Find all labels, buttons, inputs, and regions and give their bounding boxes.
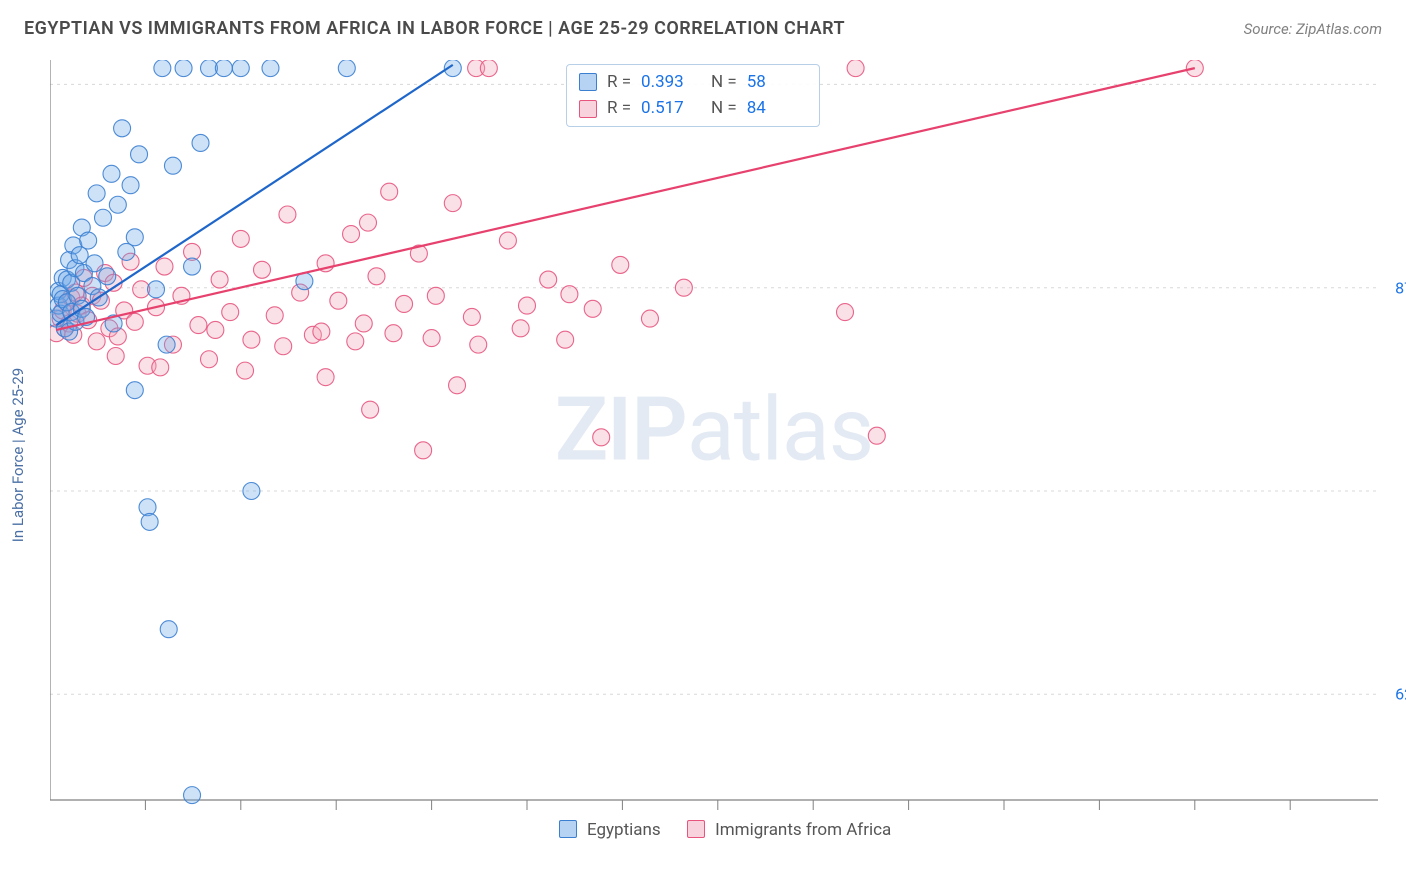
legend-swatch-egyptians (579, 73, 597, 91)
y-tick-label: 62.5% (1395, 685, 1406, 704)
legend-row-egyptians: R = 0.393 N = 58 (579, 69, 807, 95)
legend-swatch-immigrants (579, 100, 597, 118)
chart-title: EGYPTIAN VS IMMIGRANTS FROM AFRICA IN LA… (24, 18, 845, 39)
legend-swatch-egyptians-icon (559, 820, 577, 838)
series-legend: Egyptians Immigrants from Africa (46, 820, 1382, 840)
y-tick-label: 87.5% (1395, 278, 1406, 297)
source-credit: Source: ZipAtlas.com (1244, 20, 1382, 38)
y-axis-label: In Labor Force | Age 25-29 (9, 368, 27, 542)
legend-swatch-immigrants-icon (687, 820, 705, 838)
legend-label-immigrants: Immigrants from Africa (715, 820, 891, 840)
chart-container: In Labor Force | Age 25-29 ZIPatlas R = … (46, 56, 1382, 836)
legend-row-immigrants: R = 0.517 N = 84 (579, 95, 807, 121)
correlation-legend: R = 0.393 N = 58 R = 0.517 N = 84 (566, 64, 820, 127)
scatter-plot (50, 60, 1378, 830)
legend-label-egyptians: Egyptians (587, 820, 661, 840)
